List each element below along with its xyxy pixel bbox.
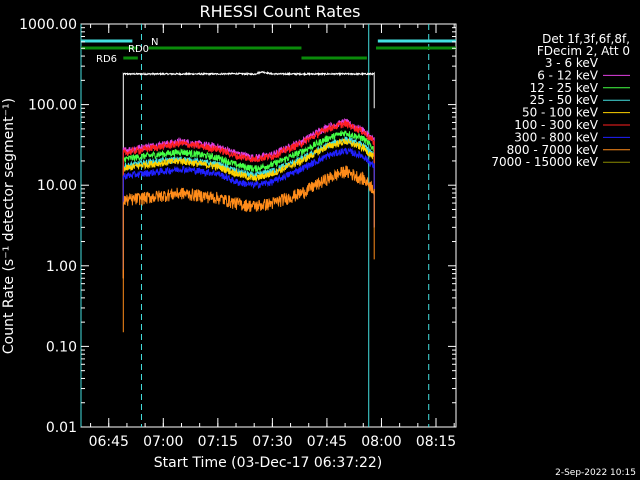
y-axis-label: Count Rate (s⁻¹ detector segment⁻¹) [1, 98, 17, 354]
x-tick-label: 07:00 [143, 434, 183, 450]
legend-label: 12 - 25 keV [530, 81, 599, 95]
x-tick-label: 08:15 [416, 434, 456, 450]
x-tick-label: 06:45 [89, 434, 129, 450]
segment-label: RD0 [128, 44, 149, 55]
legend-header-1: Det 1f,3f,6f,8f, [542, 32, 630, 46]
series-line-7 [122, 165, 375, 333]
series-line-2 [122, 130, 375, 279]
legend-label: 3 - 6 keV [545, 56, 599, 70]
legend: Det 1f,3f,6f,8f, FDecim 2, Att 0 3 - 6 k… [491, 32, 630, 169]
legend-label: 100 - 300 keV [514, 118, 598, 132]
x-tick-label: 08:00 [361, 434, 401, 450]
x-tick-label: 07:15 [198, 434, 238, 450]
series-line-0 [122, 70, 375, 252]
legend-header-2: FDecim 2, Att 0 [537, 44, 630, 58]
legend-label: 300 - 800 keV [514, 130, 598, 144]
legend-label: 800 - 7000 keV [507, 143, 599, 157]
legend-label: 7000 - 15000 keV [491, 155, 598, 169]
y-tick-label: 10.00 [37, 178, 77, 194]
series-line-4 [122, 138, 375, 279]
x-tick-label: 07:30 [252, 434, 292, 450]
segment-label: N [151, 37, 158, 48]
y-tick-label: 1.00 [46, 259, 77, 275]
series-line-5 [122, 120, 375, 279]
series-line-6 [122, 146, 375, 270]
y-tick-label: 1000.00 [19, 17, 77, 33]
legend-label: 50 - 100 keV [522, 106, 599, 120]
segment-label: RD6 [96, 54, 117, 65]
x-axis-label: Start Time (03-Dec-17 06:37:22) [154, 455, 382, 471]
plot-frame [80, 23, 457, 428]
legend-label: 6 - 12 keV [537, 68, 599, 82]
footer-timestamp: 2-Sep-2022 10:15 [555, 468, 636, 478]
y-tick-label: 100.00 [28, 98, 77, 114]
y-tick-label: 0.10 [46, 339, 77, 355]
legend-label: 25 - 50 keV [530, 93, 599, 107]
y-tick-label: 0.01 [46, 420, 77, 436]
chart-title: RHESSI Count Rates [200, 2, 361, 21]
x-tick-label: 07:45 [307, 434, 347, 450]
